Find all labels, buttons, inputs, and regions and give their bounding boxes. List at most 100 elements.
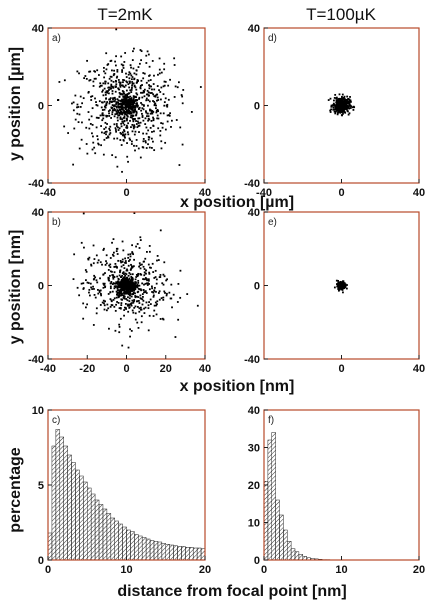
data-point bbox=[124, 278, 127, 281]
data-point bbox=[163, 275, 166, 278]
data-point bbox=[98, 100, 101, 103]
data-point bbox=[132, 105, 135, 107]
data-point bbox=[72, 278, 75, 281]
data-point bbox=[331, 104, 334, 107]
data-point bbox=[142, 104, 145, 106]
data-point bbox=[123, 95, 126, 98]
data-point bbox=[120, 290, 122, 293]
data-point bbox=[125, 72, 127, 75]
data-point bbox=[79, 95, 82, 98]
x-tick-label: -40 bbox=[40, 363, 56, 375]
data-point bbox=[156, 96, 159, 99]
data-point bbox=[109, 125, 112, 128]
data-point bbox=[124, 107, 127, 110]
data-point bbox=[110, 75, 113, 78]
data-point bbox=[108, 77, 111, 80]
data-point bbox=[158, 72, 161, 75]
data-point bbox=[103, 138, 106, 141]
data-point bbox=[123, 309, 126, 311]
data-point bbox=[91, 123, 94, 126]
data-point bbox=[145, 111, 148, 114]
data-point bbox=[124, 112, 127, 115]
x-tick-label: 20 bbox=[413, 564, 425, 576]
data-point bbox=[136, 93, 139, 96]
data-point bbox=[117, 291, 119, 294]
data-point bbox=[112, 109, 115, 112]
data-point bbox=[103, 283, 105, 286]
data-point bbox=[186, 293, 189, 295]
data-point bbox=[128, 109, 131, 112]
data-point bbox=[103, 66, 105, 69]
x-tick-label: -40 bbox=[256, 187, 272, 199]
data-point bbox=[139, 49, 142, 51]
data-point bbox=[119, 116, 122, 119]
data-point bbox=[347, 110, 349, 113]
data-point bbox=[147, 53, 150, 56]
data-point bbox=[93, 274, 96, 277]
data-point bbox=[154, 301, 157, 304]
data-point bbox=[131, 76, 134, 78]
data-point bbox=[339, 282, 342, 285]
y-tick-label: 40 bbox=[248, 207, 260, 219]
data-point bbox=[111, 154, 114, 157]
histogram-bar bbox=[106, 513, 112, 560]
data-point bbox=[140, 102, 142, 104]
data-point bbox=[335, 106, 338, 109]
data-point bbox=[148, 94, 150, 97]
data-point bbox=[165, 279, 168, 282]
data-point bbox=[105, 260, 107, 263]
data-point bbox=[101, 112, 104, 115]
data-point bbox=[334, 108, 336, 111]
data-point bbox=[124, 136, 126, 139]
data-point bbox=[122, 292, 125, 294]
data-point bbox=[109, 263, 112, 266]
data-point bbox=[135, 92, 138, 95]
y-tick-label: 0 bbox=[254, 555, 260, 567]
data-point bbox=[88, 118, 91, 121]
data-point bbox=[115, 102, 118, 105]
data-point bbox=[148, 65, 151, 68]
data-point bbox=[131, 107, 134, 110]
data-point bbox=[76, 112, 79, 115]
data-point bbox=[149, 298, 152, 301]
data-point bbox=[335, 101, 338, 104]
data-point bbox=[130, 295, 133, 298]
data-point bbox=[127, 160, 129, 163]
data-point bbox=[135, 295, 138, 298]
data-point bbox=[120, 265, 123, 268]
data-point bbox=[131, 244, 133, 247]
data-point bbox=[114, 309, 117, 312]
data-point bbox=[136, 291, 139, 294]
data-point bbox=[143, 268, 146, 270]
data-point bbox=[163, 290, 166, 293]
data-point bbox=[126, 289, 128, 291]
data-point bbox=[132, 110, 134, 113]
data-point bbox=[103, 247, 105, 250]
data-point bbox=[127, 264, 130, 267]
data-point bbox=[98, 74, 100, 76]
data-point bbox=[153, 286, 156, 289]
data-point bbox=[103, 308, 106, 311]
data-point bbox=[341, 110, 344, 112]
data-point bbox=[156, 300, 159, 303]
data-point bbox=[119, 307, 122, 310]
data-point bbox=[117, 126, 119, 129]
data-point bbox=[93, 294, 96, 296]
x-tick-label: 10 bbox=[120, 564, 132, 576]
histogram-bar bbox=[130, 531, 135, 560]
data-point bbox=[164, 128, 167, 131]
data-point bbox=[105, 133, 107, 136]
histogram-bar bbox=[90, 493, 96, 560]
data-point bbox=[147, 115, 150, 118]
data-point bbox=[122, 100, 125, 102]
data-point bbox=[102, 299, 105, 302]
data-point bbox=[138, 284, 141, 287]
data-point bbox=[132, 287, 134, 290]
data-point bbox=[114, 329, 117, 332]
data-point bbox=[121, 118, 124, 121]
data-point bbox=[78, 72, 80, 75]
data-point bbox=[135, 245, 137, 248]
data-point bbox=[335, 108, 338, 111]
data-point bbox=[334, 93, 337, 96]
